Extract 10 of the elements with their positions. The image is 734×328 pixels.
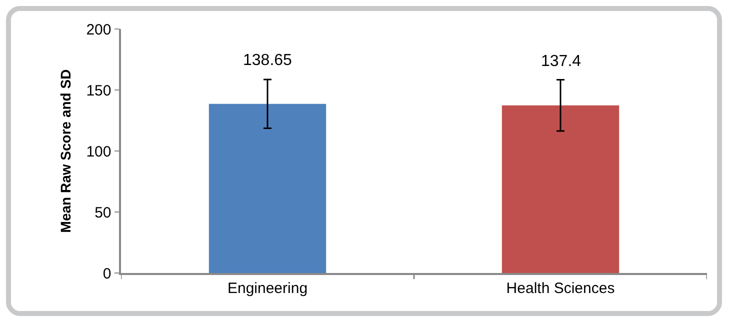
x-tick-label: Health Sciences <box>506 280 615 297</box>
y-tick-label: 0 <box>102 265 112 282</box>
y-tick-label: 100 <box>86 143 112 160</box>
y-tick-label: 150 <box>86 82 112 100</box>
data-label: 137.4 <box>541 53 582 70</box>
y-axis-title: Mean Raw Score and SD <box>57 69 74 233</box>
y-tick-label: 50 <box>94 204 112 222</box>
data-label: 138.65 <box>243 52 292 69</box>
y-tick-label: 200 <box>86 21 112 38</box>
x-tick-label: Engineering <box>227 280 308 297</box>
